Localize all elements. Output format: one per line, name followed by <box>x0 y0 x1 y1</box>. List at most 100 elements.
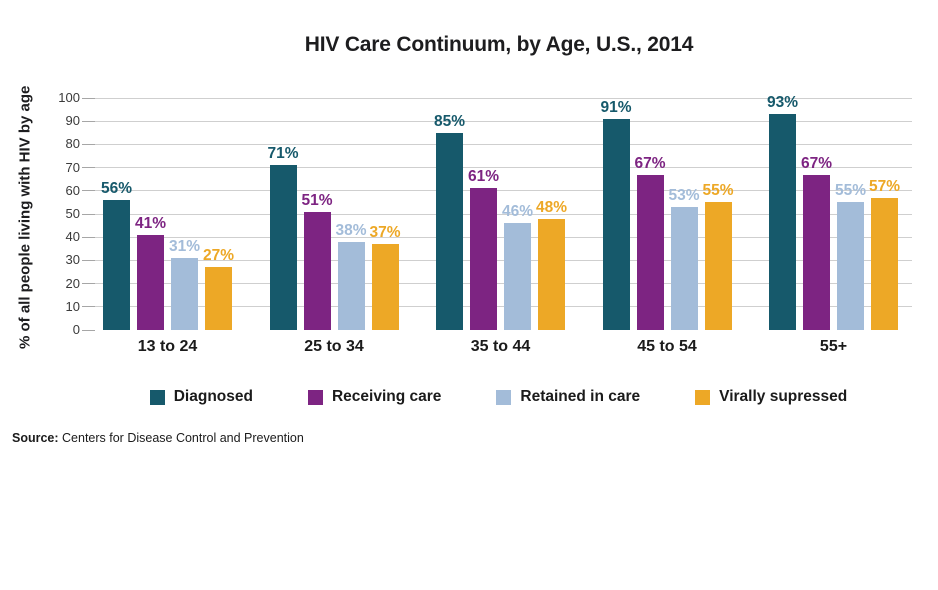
bar-virally-supressed: 57% <box>869 178 900 330</box>
y-tick-mark <box>82 259 95 261</box>
bar-diagnosed: 56% <box>101 180 132 330</box>
bar-value-label: 71% <box>267 145 299 163</box>
bar-diagnosed: 85% <box>434 113 465 330</box>
x-axis-category-label: 25 to 34 <box>304 338 364 355</box>
source-label: Source: <box>12 431 59 445</box>
legend-swatch <box>695 389 711 405</box>
gridline <box>94 190 912 192</box>
bar-value-label: 55% <box>702 182 734 200</box>
gridline <box>94 259 912 261</box>
bar-virally-supressed: 48% <box>536 199 567 330</box>
gridline <box>94 143 912 145</box>
y-tick-label: 0 <box>72 322 80 337</box>
y-tick-mark <box>82 283 95 285</box>
y-tick-label: 20 <box>65 275 80 291</box>
x-axis-category-label: 45 to 54 <box>637 338 697 355</box>
gridline <box>94 120 912 122</box>
y-tick-label: 80 <box>65 136 80 152</box>
bar-group: 71% 51% 38% 37% <box>267 98 401 330</box>
y-tick-mark <box>82 329 95 331</box>
bar-value-label: 93% <box>766 94 799 112</box>
bar-value-label: 51% <box>301 191 333 209</box>
bar-diagnosed: 93% <box>767 94 798 330</box>
legend-swatch <box>149 389 165 405</box>
legend-item-virally-supressed: Virally supressed <box>695 388 847 406</box>
bar-value-label: 55% <box>834 182 867 200</box>
bar-value-label: 38% <box>335 221 367 239</box>
bar-group: 85% 61% 46% 48% <box>434 98 567 330</box>
y-tick-mark <box>82 143 95 145</box>
bar-receiving-care: 67% <box>801 155 832 330</box>
bar-value-label: 27% <box>202 247 235 265</box>
source-text: Centers for Disease Control and Preventi… <box>58 431 304 445</box>
legend-item-diagnosed: Diagnosed <box>149 388 253 406</box>
legend-swatch <box>496 389 512 405</box>
bar-diagnosed: 71% <box>267 145 299 330</box>
bar-virally-supressed: 37% <box>369 224 401 330</box>
legend-item-receiving-care: Receiving care <box>307 388 442 406</box>
gridline <box>94 97 912 99</box>
legend-label: Retained in care <box>520 388 641 405</box>
y-tick-mark <box>82 236 95 238</box>
y-tick-label: 40 <box>65 229 80 245</box>
y-tick-label: 60 <box>65 182 80 198</box>
bar-value-label: 37% <box>369 224 401 242</box>
gridline <box>94 236 912 238</box>
bar-value-label: 61% <box>467 168 500 186</box>
gridline <box>94 283 912 285</box>
y-tick-mark <box>82 190 95 192</box>
bar-group: 56% 41% 31% 27% <box>101 98 234 330</box>
bar-diagnosed: 91% <box>600 99 632 330</box>
bar-value-label: 67% <box>800 154 833 172</box>
y-tick-label: 50 <box>65 206 80 221</box>
y-tick-label: 70 <box>65 159 80 175</box>
plot-area: 56% 41% 31% 27% 71% 51% 38% 37% 85% 61% 46% 48% 91% 6… <box>82 94 912 331</box>
y-tick-mark <box>82 213 95 215</box>
y-tick-label: 100 <box>58 90 80 105</box>
bar-group: 91% 67% 53% 55% <box>600 98 734 330</box>
legend-item-retained-in-care: Retained in care <box>496 388 640 406</box>
bar-value-label: 91% <box>600 98 632 116</box>
bar-value-label: 48% <box>535 198 568 216</box>
bar-receiving-care: 67% <box>634 155 666 330</box>
legend-swatch <box>307 389 323 405</box>
bar-value-label: 46% <box>501 203 534 221</box>
bar-receiving-care: 51% <box>301 192 333 330</box>
gridline <box>94 213 912 215</box>
x-axis-category-label: 13 to 24 <box>137 338 198 355</box>
bar-retained-in-care: 46% <box>502 203 533 330</box>
y-tick-mark <box>82 120 95 122</box>
bar-value-label: 56% <box>100 180 133 198</box>
bar-retained-in-care: 31% <box>169 238 200 330</box>
legend-label: Receiving care <box>331 388 442 405</box>
bar-retained-in-care: 53% <box>668 187 700 330</box>
y-tick-mark <box>82 167 95 169</box>
gridline <box>94 167 912 169</box>
chart-title: HIV Care Continuum, by Age, U.S., 2014 <box>304 33 694 56</box>
bar-retained-in-care: 55% <box>835 182 866 330</box>
bar-value-label: 31% <box>168 238 201 256</box>
y-tick-label: 10 <box>65 298 80 314</box>
bar-value-label: 85% <box>433 112 466 130</box>
legend-label: Virally supressed <box>719 388 848 405</box>
bar-group: 93% 67% 55% 57% <box>767 94 900 330</box>
bar-virally-supressed: 27% <box>203 247 234 330</box>
x-axis-category-label: 55+ <box>819 338 848 355</box>
bar-receiving-care: 61% <box>468 168 499 330</box>
gridline <box>94 306 912 308</box>
x-axis-category-label: 35 to 44 <box>470 338 531 355</box>
bar-value-label: 67% <box>634 154 666 172</box>
bar-receiving-care: 41% <box>135 215 166 330</box>
bar-virally-supressed: 55% <box>702 182 734 330</box>
y-tick-mark <box>82 306 95 308</box>
y-tick-mark <box>82 97 95 99</box>
bar-value-label: 53% <box>668 187 700 205</box>
y-tick-label: 30 <box>65 252 80 268</box>
bar-value-label: 41% <box>134 214 167 232</box>
bar-retained-in-care: 38% <box>335 222 367 330</box>
y-tick-label: 90 <box>65 113 80 129</box>
legend: Diagnosed Receiving care Retained in care V… <box>85 388 912 406</box>
legend-label: Diagnosed <box>173 388 253 405</box>
bar-value-label: 57% <box>868 177 901 195</box>
